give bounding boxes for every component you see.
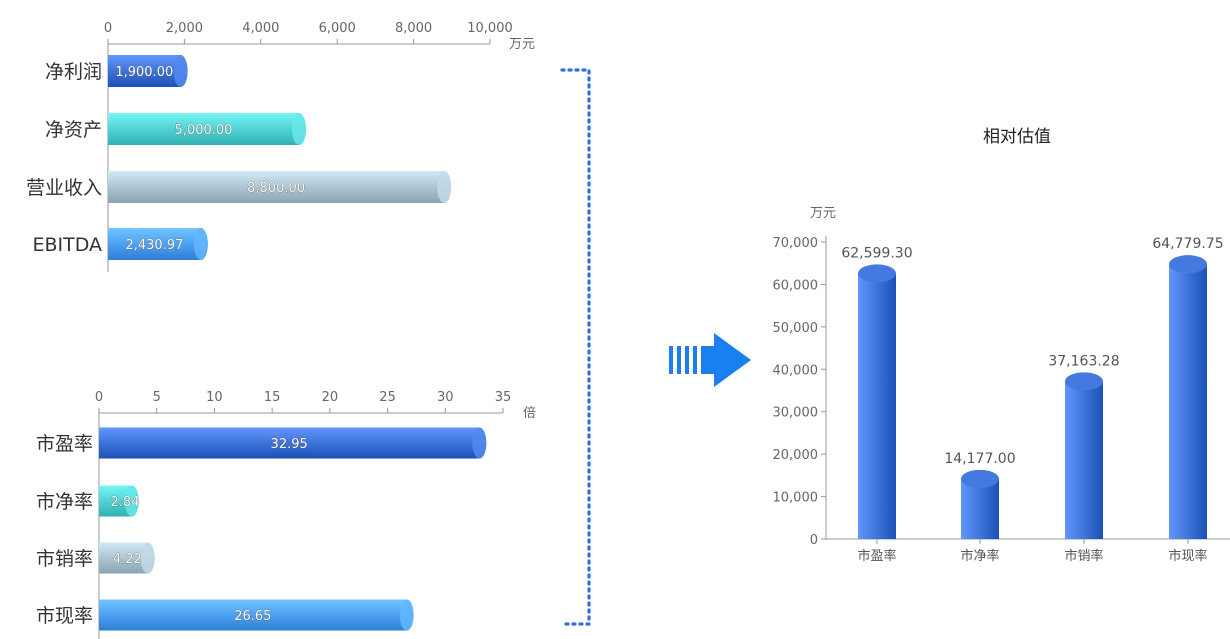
y-tick-label: 60,000 (773, 278, 819, 293)
category-label: 市净率 (36, 491, 93, 513)
financials-unit-label: 万元 (509, 37, 535, 52)
x-tick-label: 20 (322, 390, 339, 405)
column-value-label: 37,163.28 (1048, 353, 1119, 369)
column-value-label: 64,779.75 (1152, 236, 1223, 252)
bar (108, 171, 452, 203)
column-cap (1065, 372, 1103, 391)
category-label: 净资产 (45, 119, 102, 141)
column-cap (1169, 255, 1207, 274)
category-label: 营业收入 (26, 177, 102, 199)
x-tick-label: 15 (264, 390, 281, 405)
bar (99, 599, 414, 631)
bar-value-label: 2,430.97 (125, 238, 183, 253)
y-tick-label: 10,000 (773, 491, 819, 506)
financials-chart: 0 2,000 4,000 6,000 8,000 10,000 万元 净利润 1,900.… (26, 21, 535, 272)
x-tick-label: 8,000 (395, 21, 432, 36)
valuation-unit-label: 万元 (810, 206, 836, 221)
column-value-label: 14,177.00 (944, 451, 1015, 467)
bar-value-label: 32.95 (271, 437, 308, 452)
y-tick-label: 70,000 (773, 236, 819, 251)
bar-value-label: 8,800.00 (247, 181, 305, 196)
bar-cap (140, 542, 155, 574)
x-tick-label: 0 (104, 21, 112, 36)
column (858, 273, 896, 539)
column-cap (858, 264, 896, 283)
bar (99, 542, 155, 574)
x-category-label: 市盈率 (857, 548, 896, 564)
x-tick-label: 6,000 (319, 21, 356, 36)
arrow-right-icon (669, 333, 751, 387)
x-tick-label: 30 (437, 390, 454, 405)
x-tick-label: 4,000 (242, 21, 279, 36)
x-category-label: 市净率 (960, 548, 999, 564)
x-tick-label: 25 (379, 390, 396, 405)
bar-cap (437, 171, 452, 203)
category-label: EBITDA (32, 234, 102, 256)
bar-cap (124, 485, 139, 517)
multiples-unit-label: 倍 (523, 406, 536, 421)
bar-cap (472, 427, 487, 459)
bar-cap (399, 599, 414, 631)
y-tick-label: 20,000 (773, 448, 819, 463)
bar (108, 228, 208, 260)
x-tick-label: 35 (495, 390, 512, 405)
bar (99, 427, 487, 459)
x-tick-label: 10 (206, 390, 223, 405)
bar-cap (193, 228, 208, 260)
category-label: 市盈率 (36, 433, 93, 455)
bar-value-label: 4.22 (113, 552, 142, 567)
bar-value-label: 2.84 (111, 495, 140, 510)
category-label: 市销率 (36, 548, 93, 570)
y-tick-label: 0 (810, 533, 818, 548)
multiples-chart: 0 5 10 15 20 25 30 35 倍 市盈率 32.95 市净率 2.84 市销率 4.22 市… (36, 390, 536, 639)
x-tick-label: 10,000 (467, 21, 513, 36)
x-category-label: 市现率 (1168, 548, 1207, 564)
bar-value-label: 1,900.00 (115, 65, 173, 80)
bar-value-label: 5,000.00 (175, 123, 233, 138)
bar-cap (173, 55, 188, 87)
category-label: 净利润 (45, 61, 102, 83)
column-cap (961, 469, 999, 488)
dotted-bracket (560, 68, 591, 626)
column-value-label: 62,599.30 (841, 245, 912, 261)
x-tick-label: 5 (153, 390, 161, 405)
column (1065, 381, 1103, 539)
bar (108, 55, 188, 87)
x-tick-label: 0 (95, 390, 103, 405)
y-tick-label: 50,000 (773, 321, 819, 336)
valuation-chart: 相对估值 万元 0 10,000 20,000 30,000 40,000 50,000 6… (773, 127, 1230, 564)
x-tick-label: 2,000 (166, 21, 203, 36)
y-tick-label: 30,000 (773, 406, 819, 421)
column (961, 478, 999, 539)
y-tick-label: 40,000 (773, 363, 819, 378)
valuation-title: 相对估值 (983, 127, 1051, 147)
x-category-label: 市销率 (1064, 548, 1103, 564)
bar-value-label: 26.65 (234, 609, 271, 624)
column (1169, 264, 1207, 539)
category-label: 市现率 (36, 605, 93, 627)
bar-cap (292, 113, 306, 145)
bar (108, 113, 306, 145)
